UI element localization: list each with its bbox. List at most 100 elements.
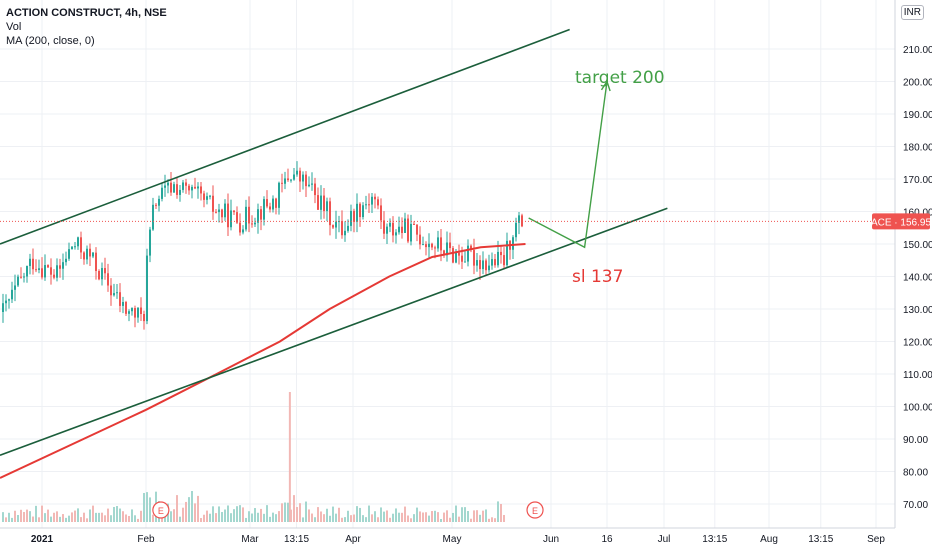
volume-bar	[74, 510, 76, 522]
lower-channel-trendline[interactable]	[0, 207, 668, 457]
volume-bar	[368, 505, 370, 522]
candle-body	[68, 249, 70, 259]
candle-body	[521, 215, 523, 227]
candle-body	[128, 311, 130, 314]
volume-bar	[146, 492, 148, 522]
stoploss-annotation[interactable]: sl 137	[572, 267, 623, 287]
candle-body	[77, 237, 79, 247]
price-tick-label: 210.00	[903, 45, 932, 56]
time-tick-label: Apr	[345, 534, 361, 545]
ma-200-line[interactable]	[0, 243, 526, 479]
volume-bar	[440, 518, 442, 522]
ma-indicator-label[interactable]: MA (200, close, 0)	[6, 35, 95, 47]
candle-body	[20, 276, 22, 278]
current-price-badge[interactable]	[872, 213, 930, 230]
candle-body	[98, 270, 100, 280]
candle-body	[86, 248, 88, 260]
candle-body	[278, 182, 280, 208]
volume-bar	[20, 509, 22, 522]
volume-bar	[38, 517, 40, 522]
candle-body	[305, 174, 307, 187]
target-annotation[interactable]: target 200	[575, 68, 665, 88]
candle-body	[215, 211, 217, 213]
volume-bar	[257, 512, 259, 522]
candle-body	[89, 248, 91, 257]
candle-body	[74, 246, 76, 248]
volume-bar	[386, 510, 388, 522]
price-tick-label: 180.00	[903, 143, 932, 154]
candle-body	[467, 245, 469, 262]
candle-body	[389, 222, 391, 227]
volume-bar	[101, 512, 103, 522]
volume-bar	[356, 506, 358, 522]
candle-body	[266, 199, 268, 207]
volume-bar	[410, 518, 412, 522]
volume-bar	[275, 514, 277, 522]
candle-body	[65, 258, 67, 263]
volume-bar	[170, 511, 172, 522]
candle-body	[149, 229, 151, 256]
candle-body	[26, 266, 28, 277]
earnings-marker[interactable]	[152, 501, 170, 519]
upper-channel-trendline[interactable]	[0, 28, 570, 245]
candle-body	[296, 170, 298, 175]
candle-body	[227, 203, 229, 228]
candle-body	[512, 237, 514, 250]
volume-bar	[23, 512, 25, 522]
volume-bar	[494, 518, 496, 522]
volume-indicator-label[interactable]: Vol	[6, 21, 22, 33]
candle-body	[314, 183, 316, 196]
volume-bar	[65, 517, 67, 522]
price-tick-label: 80.00	[903, 468, 928, 479]
earnings-marker[interactable]	[526, 501, 544, 519]
candle-body	[317, 195, 319, 210]
candle-body	[332, 225, 334, 228]
candle-body	[311, 183, 313, 185]
candle-body	[104, 268, 106, 274]
volume-bar	[401, 512, 403, 522]
candle-body	[500, 251, 502, 256]
candle-body	[374, 196, 376, 200]
candle-body	[257, 209, 259, 223]
volume-bar	[62, 514, 64, 522]
volume-bar	[128, 515, 130, 522]
candle-body	[140, 307, 142, 315]
volume-bar	[473, 510, 475, 522]
volume-bar	[503, 514, 505, 522]
volume-bar	[413, 514, 415, 522]
candle-body	[263, 199, 265, 220]
candle-body	[14, 285, 16, 290]
candle-body	[404, 218, 406, 234]
candle-body	[491, 259, 493, 266]
candle-body	[251, 223, 253, 225]
volume-bar	[359, 507, 361, 522]
currency-badge[interactable]: INR	[900, 5, 924, 20]
candle-body	[428, 243, 430, 248]
candle-body	[83, 252, 85, 260]
candle-body	[290, 179, 292, 181]
symbol-title[interactable]: ACTION CONSTRUCT, 4h, NSE	[6, 7, 167, 19]
volume-bar	[68, 515, 70, 522]
volume-bar	[428, 515, 430, 522]
volume-bar	[95, 512, 97, 522]
candle-body	[209, 195, 211, 197]
candle-body	[47, 265, 49, 268]
candle-body	[323, 195, 325, 212]
volume-bar	[407, 515, 409, 522]
volume-bar	[347, 510, 349, 522]
candle-body	[161, 187, 163, 199]
volume-bar	[395, 508, 397, 522]
volume-bar	[83, 512, 85, 522]
candle-body	[185, 182, 187, 186]
volume-bar	[248, 511, 250, 522]
volume-bar	[206, 510, 208, 522]
price-tick-label: 160.00	[903, 208, 932, 219]
volume-bar	[416, 507, 418, 522]
volume-bar	[92, 505, 94, 522]
volume-bar	[107, 508, 109, 522]
projection-path[interactable]	[528, 81, 608, 249]
volume-bar	[476, 510, 478, 522]
volume-bar	[281, 503, 283, 522]
